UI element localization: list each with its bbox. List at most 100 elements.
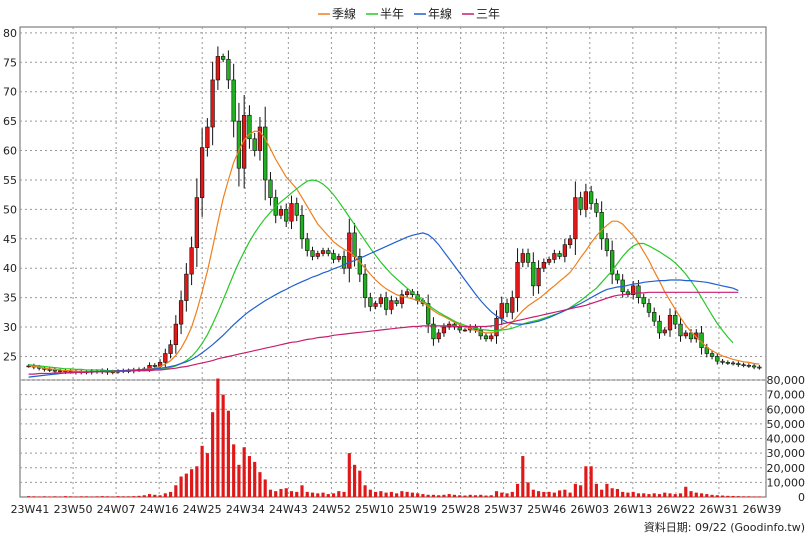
volume-bar	[221, 394, 225, 497]
volume-bar	[642, 493, 646, 497]
candle-up	[315, 253, 320, 257]
candle-up	[210, 79, 215, 128]
x-tick-label: 25W46	[527, 503, 566, 516]
candle-down	[741, 364, 746, 367]
candle-up	[541, 262, 546, 269]
candle-up	[436, 332, 441, 340]
x-tick-label: 26W39	[743, 503, 782, 516]
candle-up	[205, 126, 210, 148]
volume-bar	[416, 493, 420, 497]
volume-bar	[379, 491, 383, 497]
x-tick-label: 23W41	[11, 503, 50, 516]
candle-up	[399, 294, 405, 304]
candle-up	[389, 300, 394, 310]
volume-bar	[331, 493, 336, 497]
legend-label: 年線	[428, 6, 452, 21]
candle-down	[331, 253, 336, 260]
candle-down	[604, 238, 610, 251]
candle-down	[383, 297, 389, 310]
volume-bar	[132, 496, 136, 497]
volume-tick-label: 70,000	[767, 389, 806, 402]
candle-down	[226, 59, 231, 81]
volume-bar	[27, 496, 31, 497]
volume-bar	[32, 496, 36, 497]
candle-down	[341, 256, 347, 269]
volume-bar	[300, 485, 304, 497]
volume-bar	[663, 492, 667, 497]
volume-bar	[678, 493, 683, 497]
volume-bar	[479, 494, 483, 497]
volume-bar	[736, 496, 740, 497]
candle-up	[631, 285, 636, 295]
x-tick-label: 23W50	[54, 503, 93, 516]
legend: 季線 半年 年線 三年	[318, 6, 500, 21]
volume-bar	[326, 494, 330, 497]
volume-bar	[726, 495, 730, 497]
volume-bar	[684, 486, 688, 497]
volume-bar	[137, 495, 141, 497]
volume-bar	[510, 491, 514, 497]
volume-bar	[368, 489, 372, 497]
volume-bar	[342, 491, 346, 497]
volume-bar	[63, 496, 68, 497]
volume-bar	[211, 412, 215, 497]
candle-down	[152, 364, 157, 367]
volume-bar	[531, 489, 535, 497]
volume-bar	[358, 470, 362, 497]
candle-down	[657, 320, 662, 334]
candle-down	[589, 191, 594, 204]
x-tick-label: 26W13	[613, 503, 652, 516]
volume-bar	[226, 410, 230, 497]
volume-bar	[626, 492, 630, 497]
volume-bar	[116, 496, 120, 497]
legend-label: 季線	[332, 6, 356, 21]
volume-bar	[694, 492, 698, 497]
volume-bar	[542, 491, 546, 497]
x-tick-label: 24W34	[226, 503, 265, 516]
candle-up	[336, 256, 341, 260]
x-tick-label: 24W52	[312, 503, 351, 516]
x-tick-label: 26W22	[656, 503, 695, 516]
volume-bar	[484, 495, 488, 497]
volume-bar	[563, 489, 567, 497]
volume-bar	[347, 453, 351, 497]
volume-bar	[573, 483, 577, 497]
volume-bar	[752, 496, 756, 497]
volume-bar	[631, 491, 635, 497]
volume-bar	[715, 495, 719, 497]
volume-bar	[673, 494, 677, 497]
candle-down	[47, 369, 52, 371]
candle-down	[751, 365, 757, 368]
volume-bar	[400, 491, 404, 497]
volume-bar	[521, 456, 525, 497]
candle-down	[646, 303, 652, 313]
volume-bar	[174, 485, 178, 497]
price-tick-label: 45	[3, 233, 17, 246]
candle-down	[736, 363, 741, 366]
candle-down	[599, 212, 604, 240]
volume-bar	[337, 491, 341, 497]
volume-bar	[494, 491, 499, 497]
volume-bar	[395, 493, 399, 497]
candle-down	[268, 179, 273, 198]
volume-tick-label: 20,000	[767, 462, 806, 475]
candle-up	[215, 56, 221, 81]
candle-up	[257, 126, 263, 151]
volume-bar	[421, 494, 425, 497]
candle-down	[720, 360, 725, 363]
volume-bar	[305, 491, 309, 497]
volume-bar	[190, 469, 194, 497]
candle-down	[730, 362, 736, 365]
volume-bar	[384, 492, 388, 497]
volume-bar	[37, 496, 41, 497]
candle-up	[242, 114, 247, 169]
volume-bar	[452, 494, 457, 497]
volume-bar	[179, 476, 183, 497]
price-panel-frame	[19, 26, 767, 381]
candle-down	[557, 253, 562, 257]
volume-bar	[437, 495, 441, 497]
candle-down	[678, 323, 683, 337]
candle-down	[294, 203, 299, 216]
volume-bar	[558, 490, 562, 497]
candle-up	[189, 247, 194, 275]
